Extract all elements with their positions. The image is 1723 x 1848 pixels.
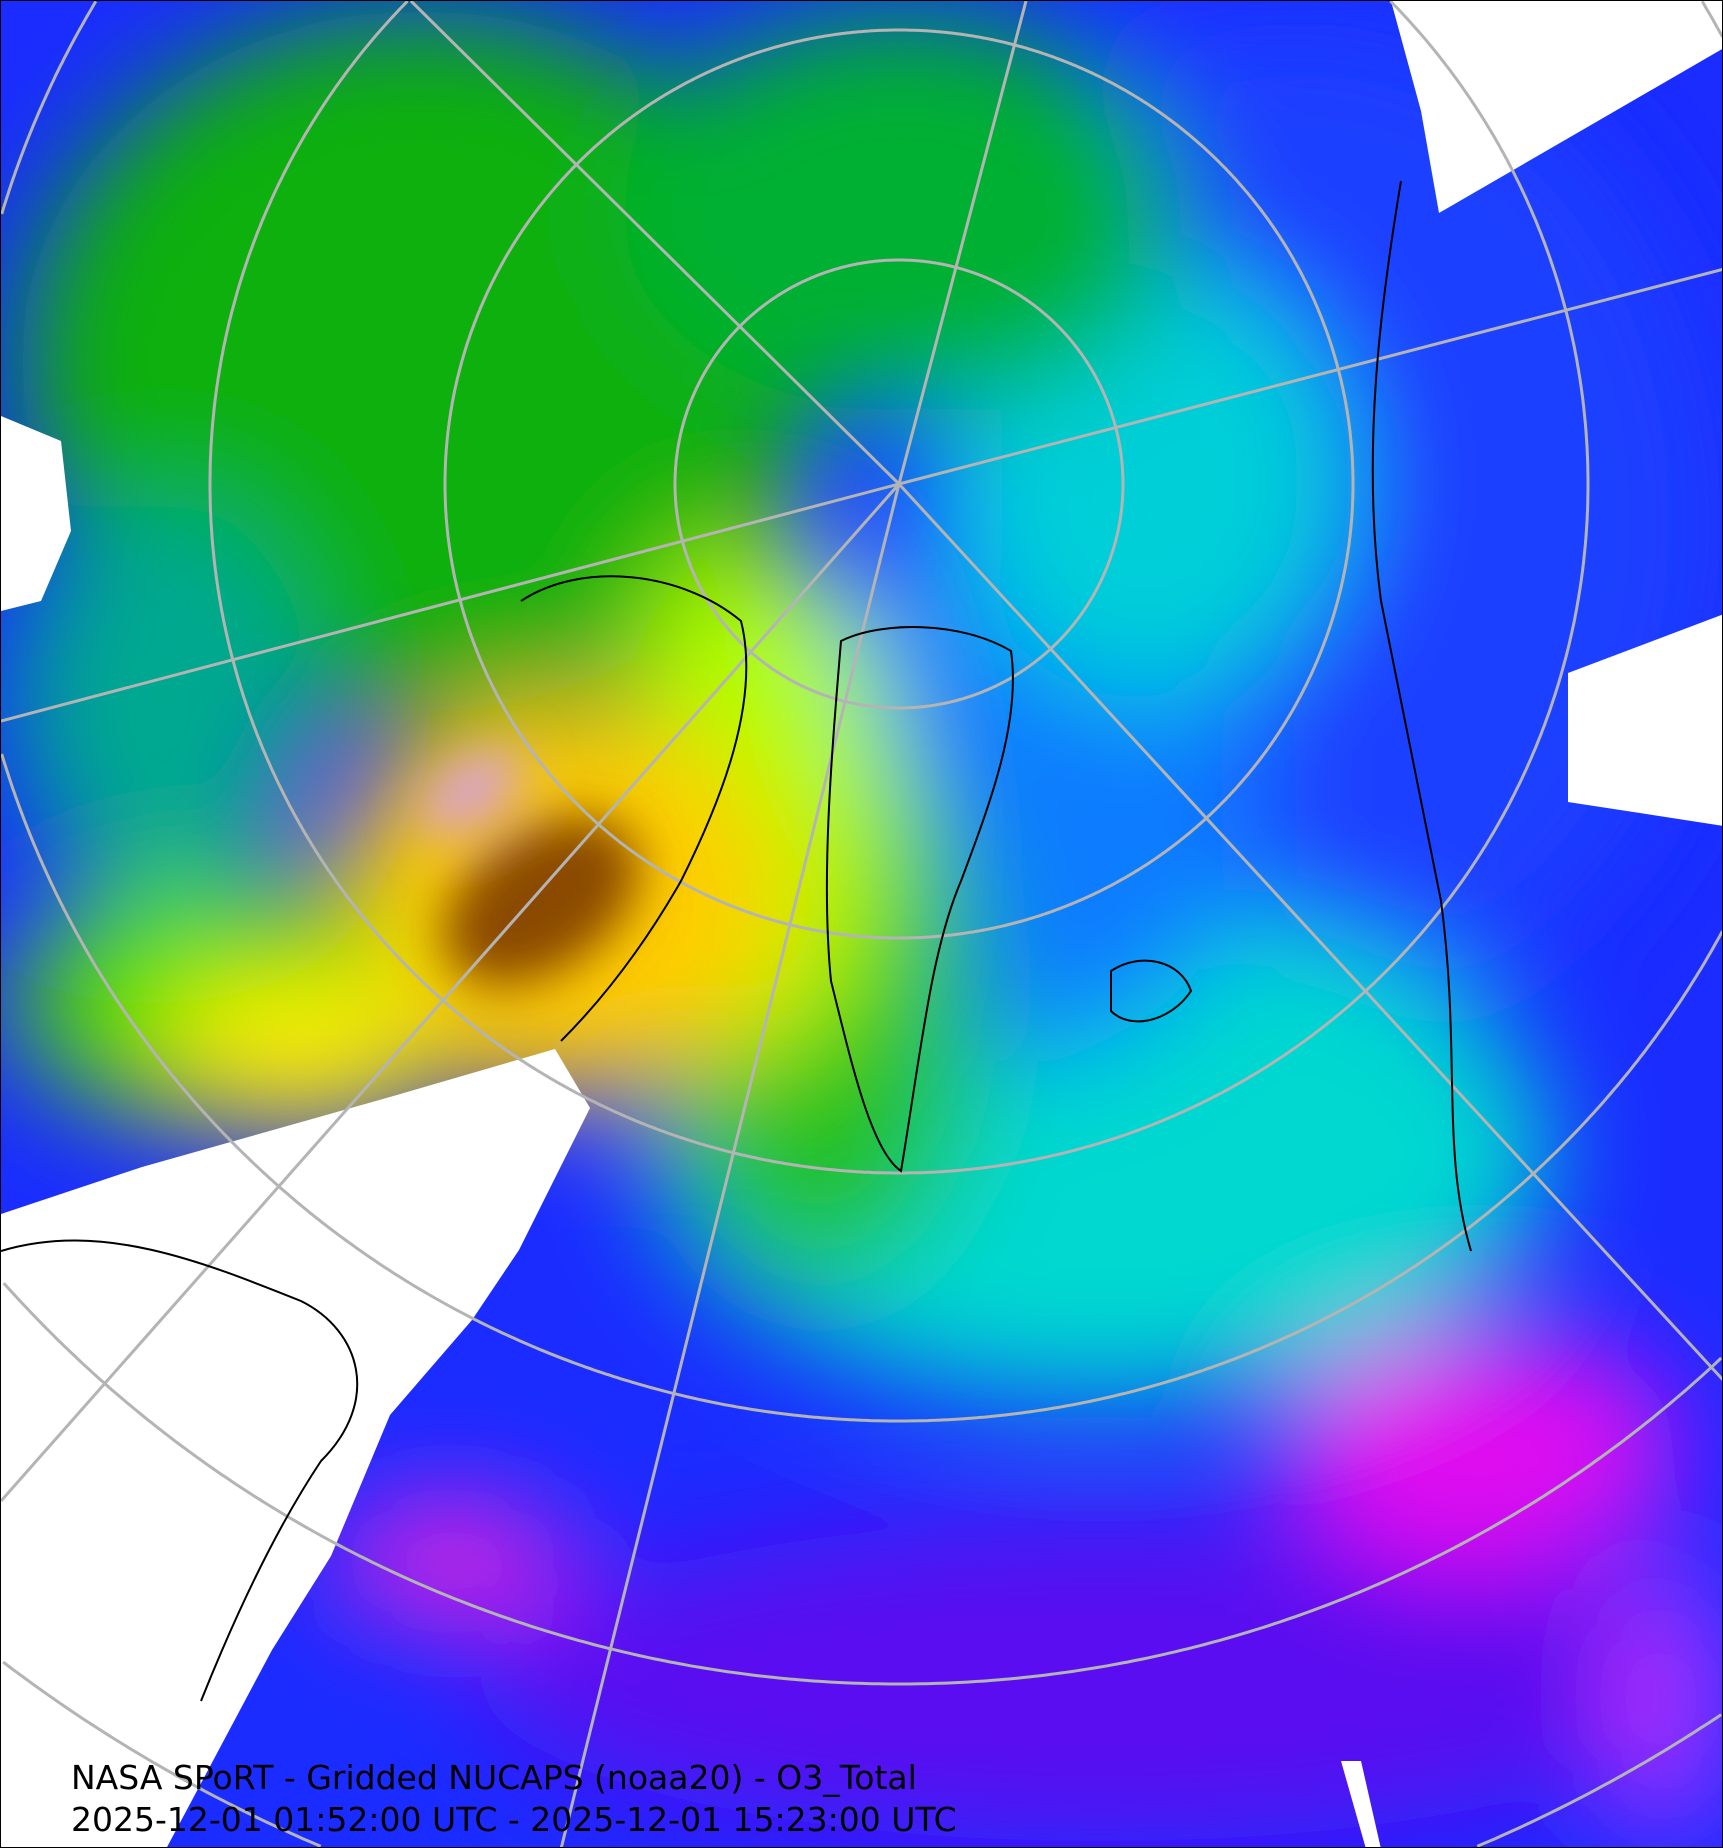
latitude-circle — [2, 1660, 1722, 1847]
ozone-blobs — [11, 11, 1721, 1841]
map-time-range: 2025-12-01 01:52:00 UTC - 2025-12-01 15:… — [71, 1800, 957, 1839]
latitude-circle — [673, 258, 1125, 710]
latitude-circle — [443, 28, 1355, 940]
meridian — [898, 267, 1722, 486]
map-title: NASA SPoRT - Gridded NUCAPS (noaa20) - O… — [71, 1758, 917, 1797]
meridian — [559, 483, 901, 1847]
coastlines — [1, 180, 1472, 1702]
latitude-circle — [2, 1282, 1722, 1686]
latitude-circle — [1, 1, 1722, 1423]
latitude-circle — [208, 1, 1590, 1175]
north-america-outline — [1, 1239, 359, 1702]
canadian-archipelago-outline — [520, 575, 748, 1042]
iceland-outline — [1110, 959, 1193, 1023]
meridian — [897, 1, 1028, 485]
meridian — [1, 483, 901, 1502]
meridian — [1, 482, 900, 723]
greenland-outline — [825, 626, 1014, 1173]
meridian — [409, 1, 901, 486]
europe-outline — [1371, 180, 1472, 1252]
meridian — [897, 482, 1722, 1382]
